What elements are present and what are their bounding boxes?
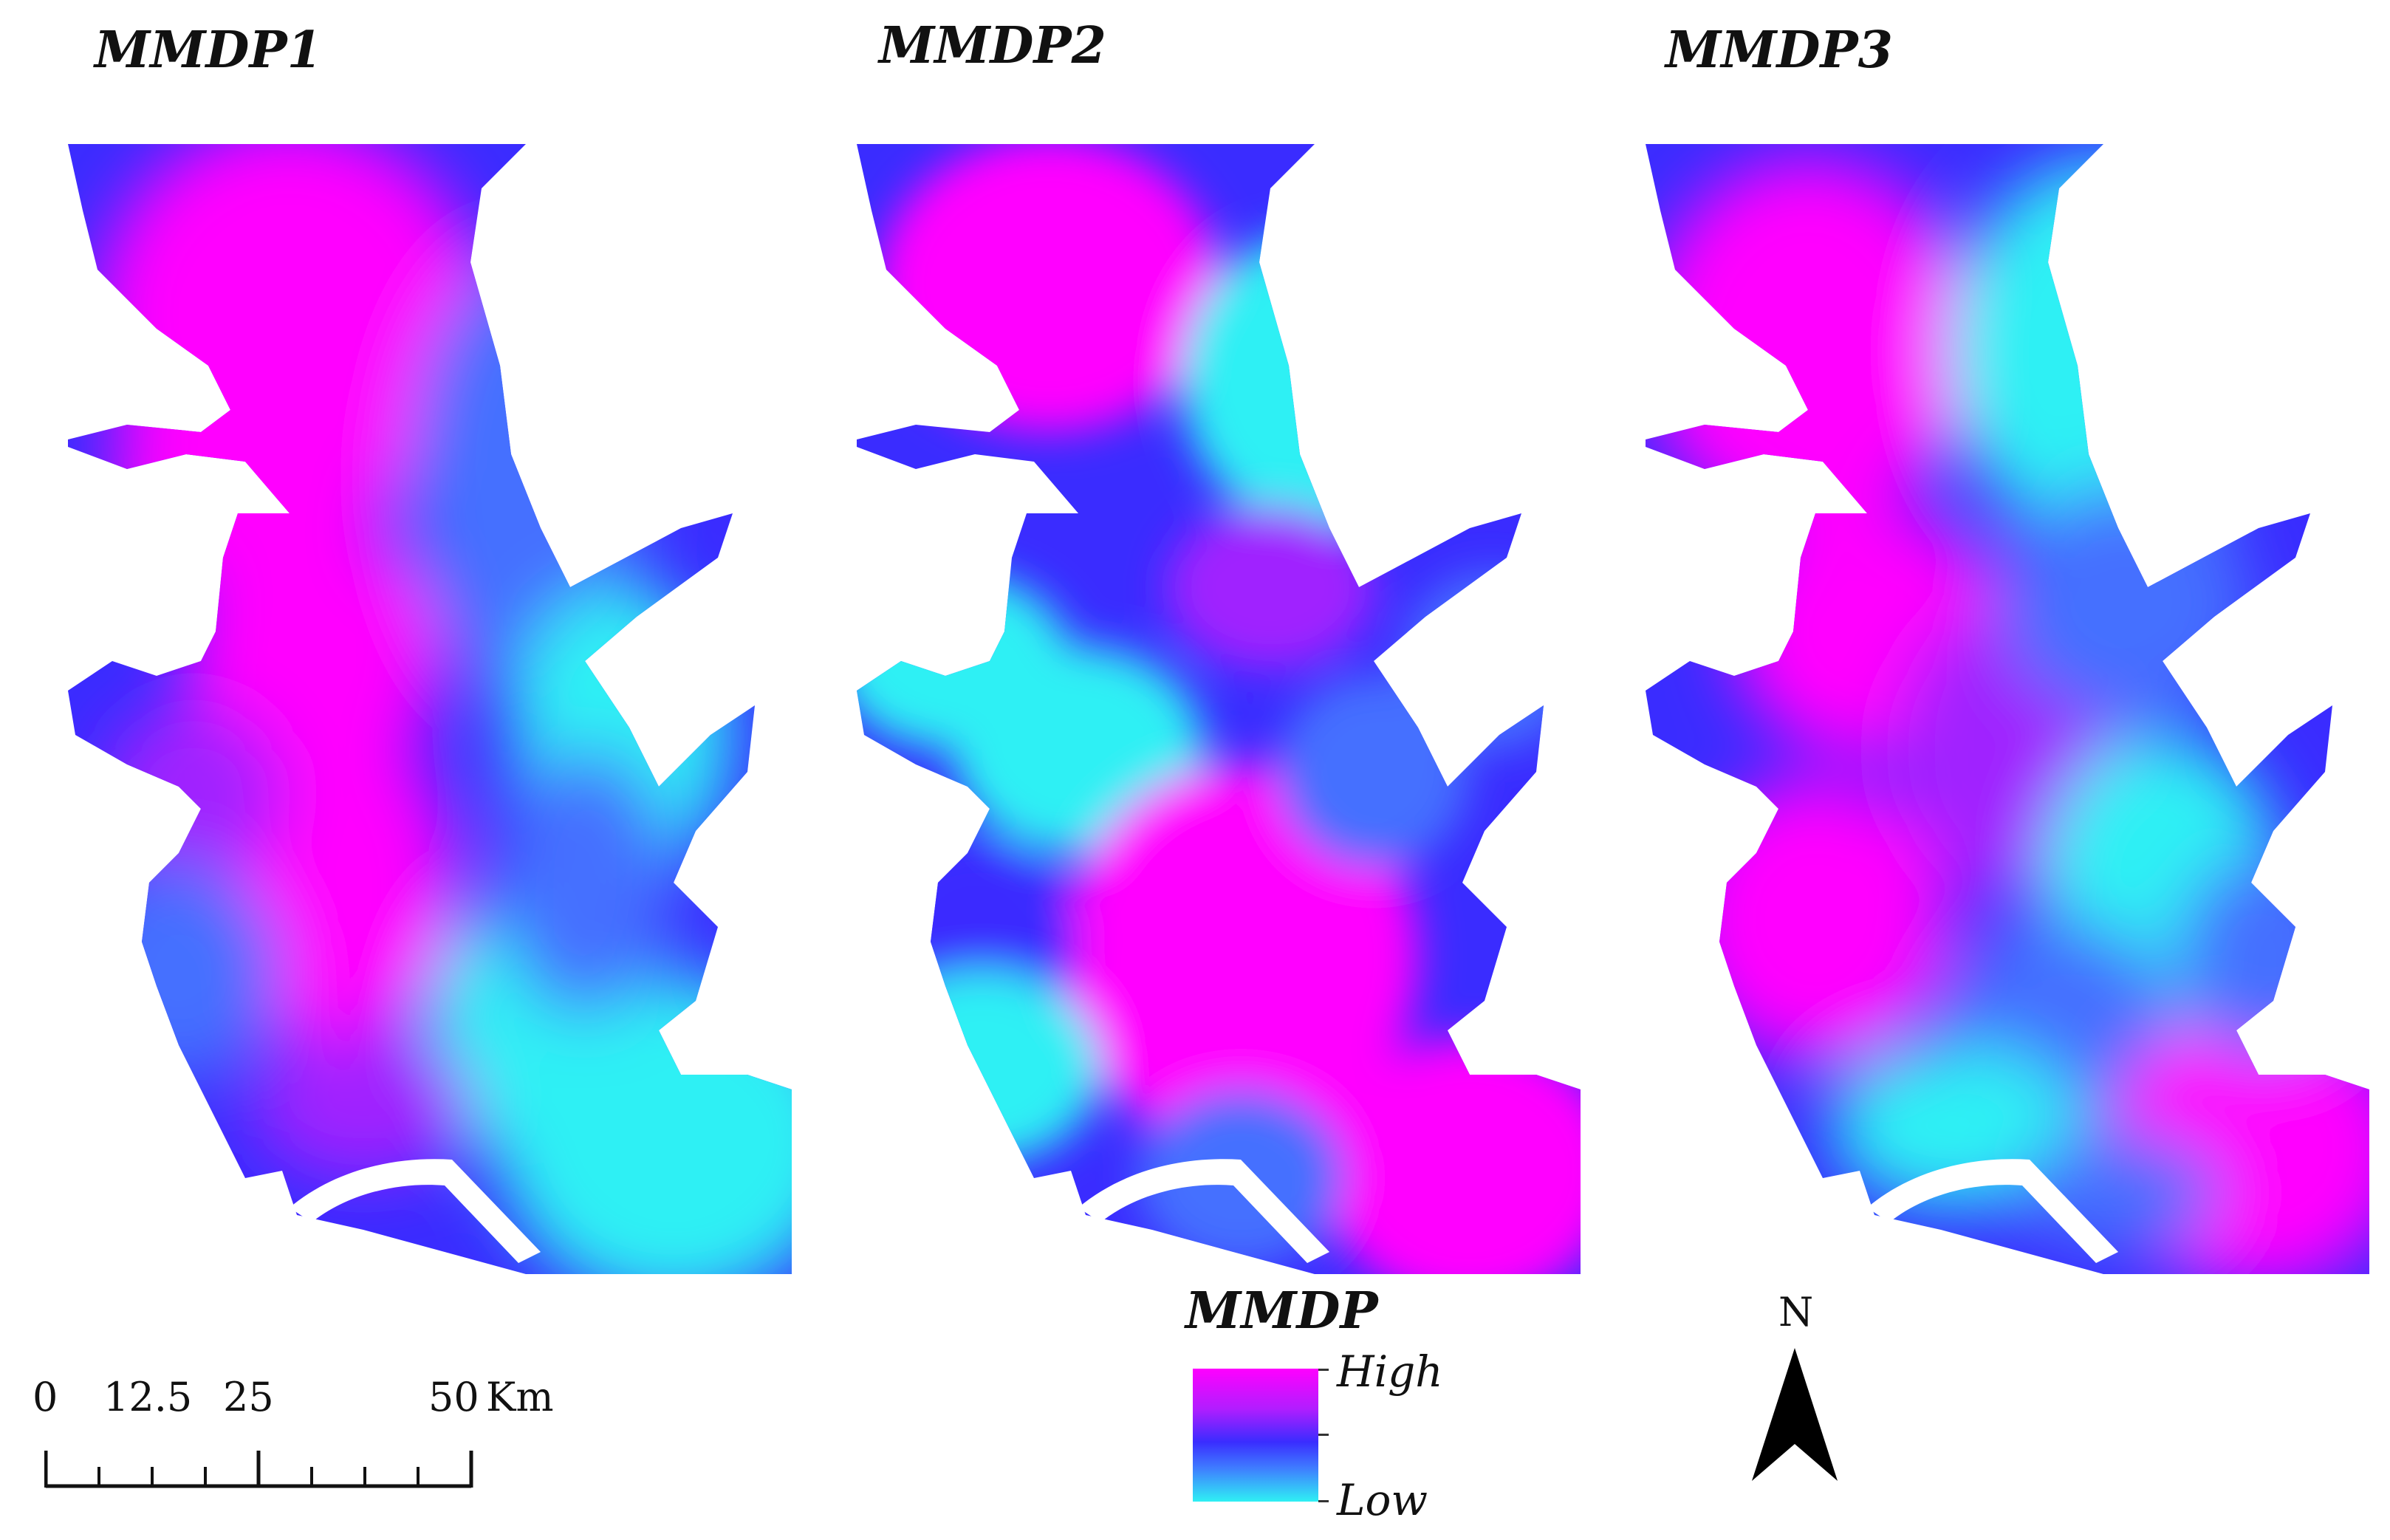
- map-value-region: [1682, 779, 1948, 1060]
- map-surface: [1646, 144, 2369, 1274]
- map-surface: [68, 144, 792, 1274]
- scale-bar-unit: Km: [486, 1374, 554, 1420]
- map-value-region: [105, 705, 282, 883]
- map-surface: [857, 144, 1581, 1274]
- map-value-region: [1167, 506, 1374, 668]
- legend-title: MMDP: [1185, 1281, 1378, 1341]
- map-value-region: [253, 1030, 474, 1178]
- legend-tick-high: [1318, 1369, 1329, 1371]
- legend-tick-low: [1318, 1500, 1329, 1502]
- north-label: N: [1778, 1289, 1814, 1335]
- legend-label-high: High: [1337, 1346, 1443, 1397]
- map-value-region: [1064, 764, 1418, 1149]
- map-value-region: [1403, 572, 1581, 750]
- north-arrow-icon: [1752, 1348, 1838, 1481]
- scale-bar-ruler: [44, 1451, 473, 1488]
- legend-label-low: Low: [1337, 1475, 1428, 1525]
- road-cutout: [290, 1159, 541, 1263]
- scale-bar-label-50: 50: [428, 1374, 479, 1420]
- map-value-region: [1322, 1038, 1581, 1274]
- map-value-region: [1182, 233, 1448, 528]
- north-arrow: N: [1743, 1289, 1854, 1496]
- map-panel-mmdp1: [68, 144, 792, 1274]
- legend-tick-mid: [1318, 1434, 1329, 1436]
- road-cutout: [1867, 1159, 2118, 1263]
- panel-title-mmdp3: MMDP3: [1665, 21, 1893, 80]
- scale-bar-label-12-5: 12.5: [103, 1374, 193, 1420]
- map-value-region: [2177, 853, 2355, 1060]
- road-cutout: [1078, 1159, 1329, 1263]
- scale-bar: 0 12.5 25 50 Km: [30, 1374, 561, 1507]
- map-value-region: [496, 750, 674, 1016]
- map-value-region: [2000, 484, 2251, 720]
- map-value-region: [864, 971, 1100, 1163]
- legend-color-ramp: [1193, 1369, 1318, 1502]
- scale-bar-label-25: 25: [223, 1374, 274, 1420]
- map-panel-mmdp2: [857, 144, 1581, 1274]
- map-value-region: [75, 860, 282, 1082]
- panel-title-mmdp2: MMDP2: [879, 16, 1106, 75]
- map-value-region: [1278, 676, 1470, 868]
- panel-title-mmdp1: MMDP1: [95, 21, 322, 80]
- map-value-region: [879, 144, 1219, 432]
- map-value-region: [1948, 159, 2259, 543]
- legend: MMDP High Low: [1185, 1281, 1525, 1525]
- map-panel-mmdp3: [1646, 144, 2369, 1274]
- scale-bar-label-0: 0: [32, 1374, 58, 1420]
- map-value-region: [1646, 159, 1970, 528]
